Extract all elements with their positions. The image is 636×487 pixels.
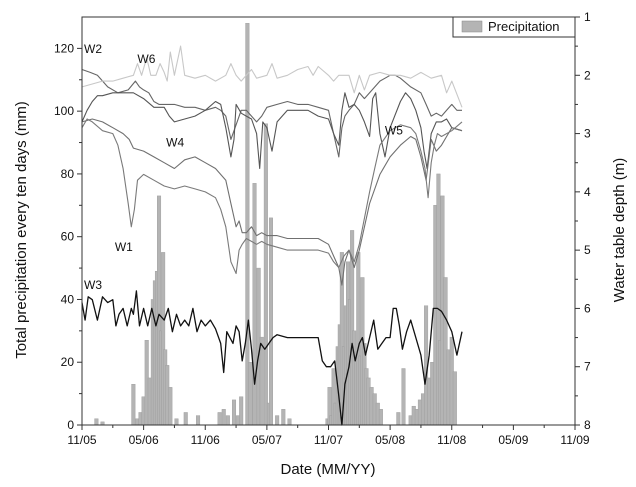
y-axis-right: 1 2 3 4 5 6 7 8 [575, 10, 591, 432]
plot-area [81, 16, 576, 426]
series-line-w3 [81, 290, 463, 426]
precipitation-bar [94, 418, 99, 426]
y-axis-right-title: Water table depth (m) [611, 158, 628, 303]
x-tick-label: 11/06 [191, 433, 220, 447]
y-right-tick-label: 3 [584, 127, 591, 141]
water-table-lines [81, 45, 463, 426]
precipitation-bar [378, 409, 383, 426]
precipitation-bar [281, 409, 286, 426]
x-tick-label: 05/09 [498, 433, 528, 447]
precipitation-bar [263, 123, 268, 426]
series-label-w4: W4 [166, 135, 184, 149]
precipitation-bar [452, 371, 457, 426]
y-right-tick-label: 1 [584, 10, 591, 24]
y-left-tick-label: 20 [61, 355, 75, 369]
series-label-w3: W3 [84, 278, 102, 292]
y-left-tick-label: 60 [61, 230, 75, 244]
y-right-tick-label: 8 [584, 418, 591, 432]
x-tick-label: 05/06 [129, 433, 159, 447]
y-axis-left: 0 20 40 60 80 100 120 [54, 41, 82, 432]
y-left-tick-label: 40 [61, 292, 75, 306]
series-label-w1: W1 [115, 240, 133, 254]
precipitation-bar [239, 396, 244, 426]
precipitation-bars [94, 23, 457, 426]
precipitation-bar [396, 412, 401, 426]
x-tick-label: 05/07 [252, 433, 282, 447]
x-tick-label: 11/09 [560, 433, 589, 447]
legend: Precipitation [452, 16, 576, 38]
precipitation-bar [221, 409, 226, 426]
precipitation-bar [174, 418, 179, 426]
precipitation-bar [252, 183, 257, 426]
y-right-tick-label: 5 [584, 243, 591, 257]
series-label-w2: W2 [84, 42, 102, 56]
series-line-w1 [81, 118, 463, 275]
precipitation-bar [217, 412, 222, 426]
precipitation-bar [275, 415, 280, 426]
precipitation-bar [196, 415, 201, 426]
y-right-tick-label: 4 [584, 185, 591, 199]
precipitation-bar [259, 336, 264, 426]
series-line-w5 [81, 92, 463, 170]
series-line-w6 [81, 45, 463, 108]
precipitation-bar [268, 217, 273, 426]
precipitation-bar [401, 368, 406, 426]
x-tick-label: 11/08 [437, 433, 466, 447]
x-axis: 11/05 05/06 11/06 05/07 11/07 05/08 11/08 05/09… [67, 425, 590, 447]
series-labels: W2 W6 W5 W4 W1 W3 [84, 42, 403, 292]
series-line-w4 [81, 118, 463, 286]
y-left-tick-label: 0 [67, 418, 74, 432]
y-left-tick-label: 80 [61, 167, 75, 181]
precipitation-bar [225, 415, 230, 426]
legend-label: Precipitation [488, 19, 560, 34]
y-right-tick-label: 2 [584, 68, 591, 82]
x-tick-label: 11/07 [314, 433, 343, 447]
precipitation-bar [183, 412, 188, 426]
series-label-w5: W5 [385, 124, 403, 138]
precipitation-bar [287, 418, 292, 426]
series-label-w6: W6 [137, 52, 155, 66]
precipitation-bar [248, 362, 253, 426]
y-axis-left-title: Total precipitation every ten days (mm) [13, 101, 30, 359]
precipitation-bar [232, 399, 237, 426]
precipitation-bar [131, 384, 136, 426]
y-left-tick-label: 120 [54, 41, 74, 55]
x-tick-label: 05/08 [375, 433, 405, 447]
x-tick-label: 11/05 [67, 433, 96, 447]
y-right-tick-label: 7 [584, 360, 591, 374]
x-axis-title: Date (MM/YY) [280, 461, 375, 478]
series-line-w2 [81, 68, 462, 158]
y-right-tick-label: 6 [584, 301, 591, 315]
precipitation-bar [168, 387, 173, 426]
y-left-tick-label: 100 [54, 104, 74, 118]
legend-swatch [461, 20, 483, 33]
legend-box [452, 16, 576, 38]
